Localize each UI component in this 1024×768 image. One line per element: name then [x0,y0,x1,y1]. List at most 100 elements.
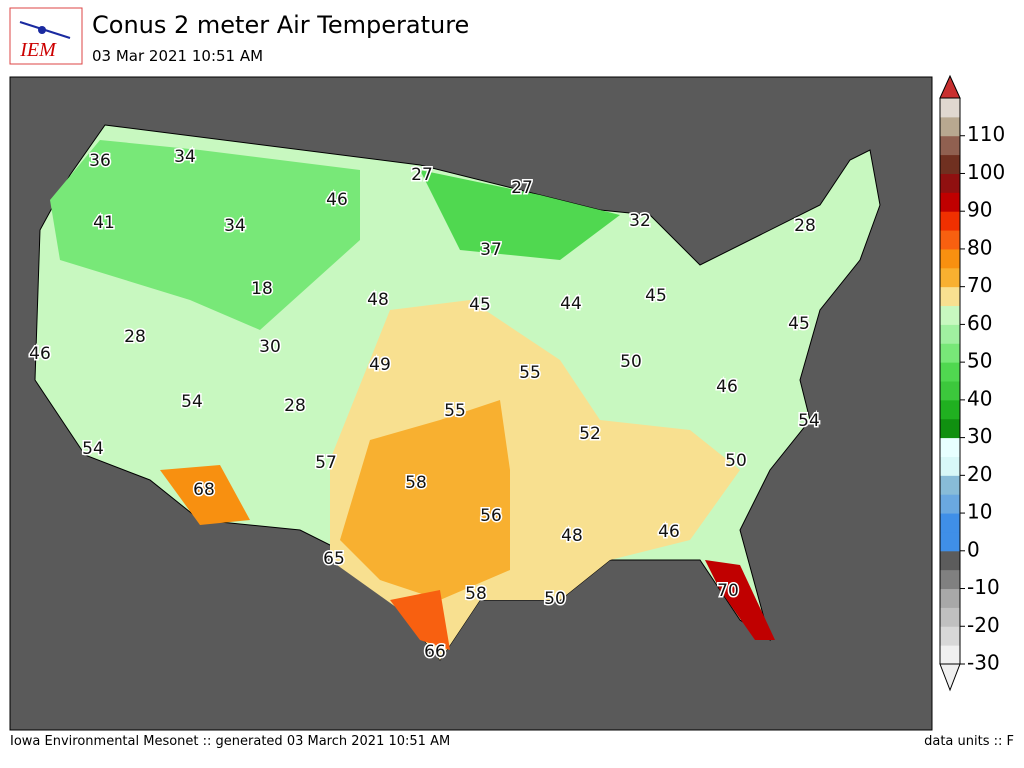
contour-label: 18 [251,279,273,299]
colorbar-band [940,173,960,193]
colorbar-tick-label: 100 [967,160,1005,184]
contour-label: 55 [519,363,541,383]
contour-label: 54 [798,411,820,431]
colorbar-band [940,154,960,174]
logo-frame [9,7,83,65]
colorbar-band [940,248,960,269]
contour-label: 32 [629,211,651,231]
colorbar-tick-label: 20 [967,462,992,486]
logo-text: IEM [19,39,57,61]
colorbar-tick-label: -30 [967,651,1000,675]
contour-label: 66 [424,642,446,662]
subtitle: 03 Mar 2021 10:51 AM [92,47,263,65]
contour-label: 54 [181,392,203,412]
colorbar-band [940,362,960,382]
colorbar-band [940,513,960,533]
contour-label: 34 [174,147,196,167]
colorbar-band [940,456,960,476]
colorbar-band [940,267,960,288]
colorbar-tick-label: 90 [967,198,992,222]
contour-label: 34 [224,216,246,236]
contour-label: 30 [259,337,281,357]
region-hot [705,560,775,640]
contour-label: 50 [725,451,747,471]
contour-label: 50 [544,589,566,609]
colorbar-band [940,211,960,231]
colorbar-band [940,135,960,156]
colorbar-band [940,399,960,420]
contour-label: 58 [405,473,427,493]
colorbar-tick-label: 50 [967,349,992,373]
contour-label: 45 [645,286,667,306]
contour-label: 36 [89,151,111,171]
colorbar-frame [939,97,961,665]
colorbar-extend-high [939,74,961,99]
colorbar-band [940,588,960,608]
contour-label: 28 [284,396,306,416]
contour-label: 46 [658,522,680,542]
colorbar-band [940,192,960,212]
colorbar: -30 -20 -10 0 10 20 30 40 50 60 70 80 90 100 110 [939,74,1005,692]
colorbar-band [940,494,960,514]
contour-label: 57 [315,453,337,473]
colorbar-band [940,607,960,627]
contour-label: 48 [367,290,389,310]
colorbar-band [940,286,960,307]
colorbar-tick-label: 40 [967,386,992,410]
colorbar-band [940,437,960,457]
contour-label: 48 [561,526,583,546]
title: Conus 2 meter Air Temperature [92,11,469,39]
contour-label: 70 [717,581,739,601]
contour-label: 37 [480,240,502,260]
colorbar-tick-label: 30 [967,424,992,448]
contour-label: 45 [788,314,810,334]
footer-right: data units :: F [924,734,1014,749]
colorbar-band [940,645,960,665]
contour-label: 58 [465,584,487,604]
contour-label: 56 [480,506,502,526]
contour-label: 46 [716,377,738,397]
contour-label: 50 [620,352,642,372]
colorbar-tick-label: 0 [967,537,980,561]
logo: IEM [9,7,83,65]
colorbar-band [940,230,960,250]
region-cool [420,170,620,260]
colorbar-band [940,343,960,363]
colorbar-tick-label: 60 [967,311,992,335]
contour-label: 65 [323,549,345,569]
colorbar-tick-label: 10 [967,500,992,524]
contour-label: 49 [369,355,391,375]
colorbar-tick-label: 70 [967,273,992,297]
colorbar-extend-low [939,663,961,692]
contour-label: 28 [124,327,146,347]
colorbar-band [940,324,960,344]
contour-label: 54 [82,439,104,459]
contour-label: 45 [469,295,491,315]
region-cool [50,140,360,330]
region-warm [340,400,510,600]
contour-label: 27 [411,165,433,185]
colorbar-tick-label: -20 [967,613,1000,637]
colorbar-tick-label: 80 [967,235,992,259]
footer-left: Iowa Environmental Mesonet :: generated … [10,734,450,749]
contour-label: 46 [29,344,51,364]
colorbar-band [940,116,960,137]
contour-label: 44 [560,294,582,314]
region-hot [390,590,450,650]
colorbar-band [940,531,960,552]
contour-label: 55 [444,401,466,421]
colorbar-tick-label: -10 [967,575,1000,599]
contour-label: 68 [193,480,215,500]
colorbar-tick-label: 110 [967,122,1005,146]
contour-label: 52 [579,424,601,444]
colorbar-band [940,381,960,401]
contour-label: 27 [511,178,533,198]
colorbar-band [940,418,960,439]
logo-dot [38,26,46,34]
colorbar-band [940,626,960,646]
contour-label: 28 [794,216,816,236]
contour-label: 46 [326,190,348,210]
colorbar-band [940,305,960,325]
